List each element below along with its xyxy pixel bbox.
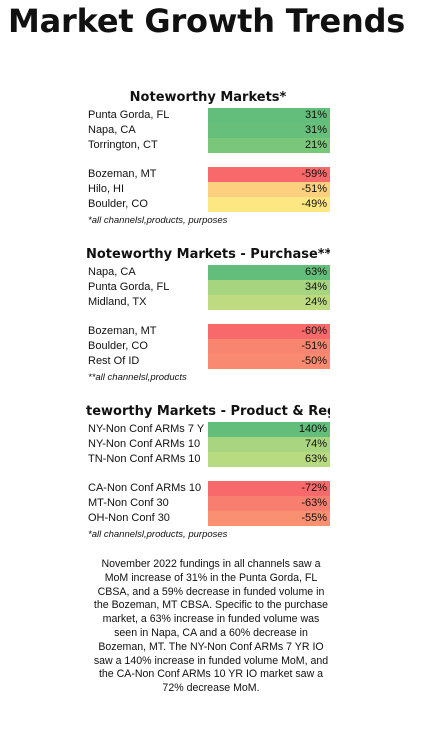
page-title: Market Growth Trends bbox=[8, 2, 406, 40]
section-title: Noteworthy Markets* bbox=[129, 90, 287, 105]
market-label: Punta Gorda, FL bbox=[88, 281, 170, 293]
table-row: Napa, CA 63% bbox=[86, 265, 330, 280]
summary-paragraph: November 2022 fundings in all channels s… bbox=[93, 558, 329, 695]
market-label: Boulder, CO bbox=[88, 340, 148, 352]
market-label: TN-Non Conf ARMs 10 bbox=[88, 453, 201, 465]
market-label: Bozeman, MT bbox=[88, 325, 157, 337]
table-row: Bozeman, MT -59% bbox=[86, 167, 330, 182]
market-label: NY-Non Conf ARMs 7 Y bbox=[88, 423, 205, 435]
footnote: *all channelsl,products, purposes bbox=[88, 529, 228, 540]
section-title: teworthy Markets - Product & Regic bbox=[86, 404, 330, 419]
market-value: -51% bbox=[208, 339, 330, 354]
market-value: 31% bbox=[208, 108, 330, 123]
footnote: *all channelsl,products, purposes bbox=[88, 215, 228, 226]
table-row: TN-Non Conf ARMs 10 63% bbox=[86, 452, 330, 467]
market-label: Boulder, CO bbox=[88, 198, 148, 210]
table-row: Bozeman, MT -60% bbox=[86, 324, 330, 339]
market-label: NY-Non Conf ARMs 10 bbox=[88, 438, 201, 450]
table-row: Rest Of ID -50% bbox=[86, 354, 330, 369]
market-label: Hilo, HI bbox=[88, 183, 125, 195]
market-value: -55% bbox=[208, 511, 330, 526]
table-row: Midland, TX 24% bbox=[86, 295, 330, 310]
market-label: Bozeman, MT bbox=[88, 168, 157, 180]
table-row: Punta Gorda, FL 31% bbox=[86, 108, 330, 123]
market-label: Napa, CA bbox=[88, 266, 136, 278]
table-row: NY-Non Conf ARMs 10 74% bbox=[86, 437, 330, 452]
market-value: -63% bbox=[208, 496, 330, 511]
market-value: 21% bbox=[208, 138, 330, 153]
market-value: 31% bbox=[208, 123, 330, 138]
market-label: OH-Non Conf 30 bbox=[88, 512, 170, 524]
table-row: Napa, CA 31% bbox=[86, 123, 330, 138]
table-row: CA-Non Conf ARMs 10 -72% bbox=[86, 481, 330, 496]
market-label: Punta Gorda, FL bbox=[88, 109, 170, 121]
footnote: **all channelsl,products bbox=[88, 372, 187, 383]
market-value: -50% bbox=[208, 354, 330, 369]
market-value: 74% bbox=[208, 437, 330, 452]
table-row: Hilo, HI -51% bbox=[86, 182, 330, 197]
market-value: 63% bbox=[208, 265, 330, 280]
table-row: NY-Non Conf ARMs 7 Y 140% bbox=[86, 422, 330, 437]
market-label: Torrington, CT bbox=[88, 139, 158, 151]
table-row: MT-Non Conf 30 -63% bbox=[86, 496, 330, 511]
table-row: Torrington, CT 21% bbox=[86, 138, 330, 153]
market-value: -60% bbox=[208, 324, 330, 339]
market-label: MT-Non Conf 30 bbox=[88, 497, 169, 509]
market-value: 24% bbox=[208, 295, 330, 310]
table-row: Boulder, CO -51% bbox=[86, 339, 330, 354]
table-row: OH-Non Conf 30 -55% bbox=[86, 511, 330, 526]
market-label: Midland, TX bbox=[88, 296, 147, 308]
market-value: -59% bbox=[208, 167, 330, 182]
table-row: Boulder, CO -49% bbox=[86, 197, 330, 212]
market-label: Napa, CA bbox=[88, 124, 136, 136]
market-value: 140% bbox=[208, 422, 330, 437]
market-value: 34% bbox=[208, 280, 330, 295]
market-value: -72% bbox=[208, 481, 330, 496]
section-title: Noteworthy Markets - Purchase** bbox=[86, 247, 330, 262]
table-row: Punta Gorda, FL 34% bbox=[86, 280, 330, 295]
market-value: 63% bbox=[208, 452, 330, 467]
market-value: -49% bbox=[208, 197, 330, 212]
market-label: Rest Of ID bbox=[88, 355, 140, 367]
market-value: -51% bbox=[208, 182, 330, 197]
market-label: CA-Non Conf ARMs 10 bbox=[88, 482, 202, 494]
